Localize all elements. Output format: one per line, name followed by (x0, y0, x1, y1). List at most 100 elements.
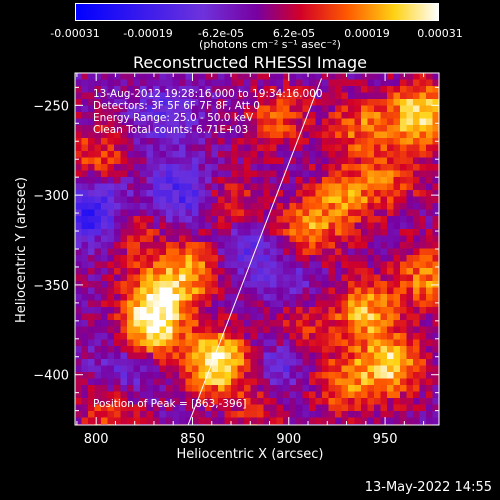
image-pixel (328, 300, 336, 308)
image-pixel (276, 294, 284, 302)
image-pixel (348, 170, 356, 178)
image-pixel (419, 287, 427, 295)
image-pixel (263, 326, 271, 334)
image-pixel (348, 73, 356, 81)
image-pixel (270, 92, 278, 100)
image-pixel (120, 411, 128, 419)
image-pixel (276, 242, 284, 250)
image-pixel (432, 287, 439, 295)
image-pixel (413, 320, 421, 328)
image-pixel (166, 378, 174, 386)
image-pixel (419, 209, 427, 217)
image-pixel (380, 261, 388, 269)
image-pixel (159, 242, 167, 250)
image-pixel (400, 216, 408, 224)
image-pixel (322, 170, 330, 178)
image-pixel (374, 105, 382, 113)
image-pixel (283, 417, 291, 425)
image-pixel (419, 79, 427, 87)
image-pixel (237, 170, 245, 178)
image-pixel (335, 391, 343, 399)
image-pixel (315, 157, 323, 165)
image-pixel (335, 365, 343, 373)
image-pixel (283, 287, 291, 295)
image-pixel (354, 196, 362, 204)
image-pixel (101, 151, 109, 159)
image-pixel (146, 216, 154, 224)
image-pixel (322, 209, 330, 217)
image-pixel (114, 235, 122, 243)
image-pixel (250, 365, 258, 373)
image-pixel (205, 177, 213, 185)
image-pixel (263, 365, 271, 373)
image-pixel (166, 196, 174, 204)
image-pixel (309, 359, 317, 367)
image-pixel (94, 365, 102, 373)
image-pixel (387, 92, 395, 100)
image-pixel (127, 411, 135, 419)
image-pixel (146, 365, 154, 373)
image-pixel (322, 99, 330, 107)
image-pixel (101, 417, 109, 425)
image-pixel (309, 255, 317, 263)
image-pixel (192, 99, 200, 107)
image-pixel (341, 203, 349, 211)
image-pixel (159, 378, 167, 386)
image-pixel (361, 131, 369, 139)
image-pixel (237, 183, 245, 191)
image-pixel (393, 248, 401, 256)
image-pixel (380, 339, 388, 347)
image-pixel (250, 170, 258, 178)
image-pixel (101, 255, 109, 263)
image-pixel (361, 313, 369, 321)
image-pixel (179, 320, 187, 328)
image-pixel (374, 378, 382, 386)
image-pixel (94, 92, 102, 100)
image-pixel (283, 203, 291, 211)
image-pixel (380, 274, 388, 282)
image-pixel (192, 281, 200, 289)
image-pixel (341, 268, 349, 276)
image-pixel (192, 404, 200, 412)
image-pixel (88, 196, 96, 204)
image-pixel (354, 183, 362, 191)
image-pixel (114, 320, 122, 328)
image-pixel (159, 183, 167, 191)
image-pixel (81, 170, 89, 178)
image-pixel (94, 255, 102, 263)
image-pixel (250, 177, 258, 185)
image-pixel (257, 300, 265, 308)
image-pixel (88, 268, 96, 276)
image-pixel (413, 281, 421, 289)
image-pixel (413, 287, 421, 295)
image-pixel (166, 287, 174, 295)
image-pixel (387, 365, 395, 373)
image-pixel (114, 131, 122, 139)
image-pixel (192, 157, 200, 165)
image-pixel (172, 313, 180, 321)
image-pixel (218, 183, 226, 191)
image-pixel (289, 248, 297, 256)
image-pixel (224, 170, 232, 178)
image-pixel (406, 190, 414, 198)
image-pixel (302, 268, 310, 276)
image-pixel (140, 183, 148, 191)
image-pixel (133, 307, 141, 315)
image-pixel (114, 359, 122, 367)
image-pixel (419, 164, 427, 172)
image-pixel (367, 391, 375, 399)
image-pixel (250, 359, 258, 367)
image-pixel (335, 138, 343, 146)
image-pixel (322, 359, 330, 367)
image-pixel (328, 196, 336, 204)
y-tick-label: −350 (33, 279, 69, 294)
image-pixel (283, 352, 291, 360)
image-pixel (289, 352, 297, 360)
image-pixel (159, 235, 167, 243)
image-pixel (198, 378, 206, 386)
image-pixel (257, 261, 265, 269)
image-pixel (380, 404, 388, 412)
image-pixel (432, 274, 439, 282)
image-pixel (296, 372, 304, 380)
image-pixel (328, 346, 336, 354)
